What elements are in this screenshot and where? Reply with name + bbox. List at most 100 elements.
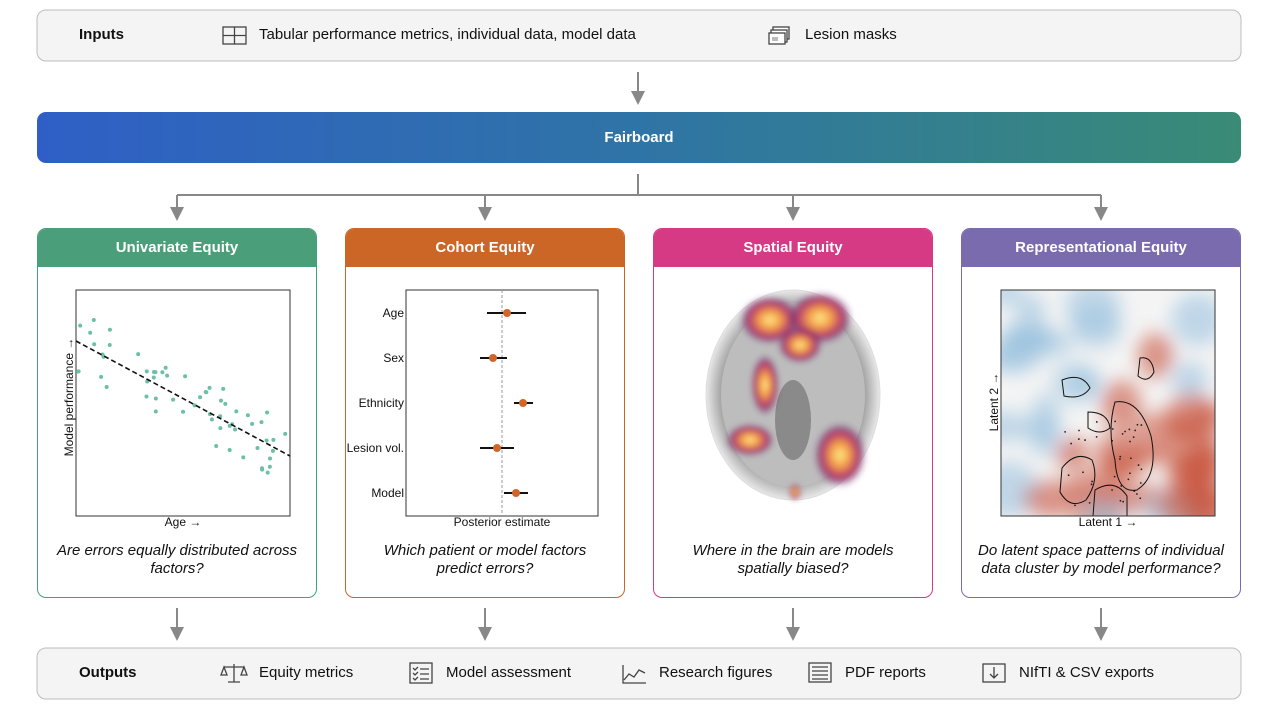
x-axis-label: Posterior estimate xyxy=(453,515,551,529)
latent-blob xyxy=(1066,470,1126,504)
latent-dot xyxy=(1064,430,1067,433)
scatter-dot xyxy=(160,370,165,375)
latent-blob xyxy=(1137,333,1174,379)
scatter-dot xyxy=(153,396,158,401)
latent-blob xyxy=(1023,479,1079,516)
scatter-dot xyxy=(209,417,214,422)
latent-dot xyxy=(1136,423,1139,426)
x-axis-label: Age → xyxy=(164,515,202,529)
scatter-dot xyxy=(265,410,270,415)
scatter-dot xyxy=(152,370,157,375)
estimates xyxy=(489,309,527,497)
scatter-dot xyxy=(107,327,112,332)
latent-blob xyxy=(1016,330,1074,358)
scatter-dot xyxy=(144,369,149,374)
latent-dot xyxy=(1095,421,1098,423)
scatter-dot xyxy=(88,330,93,335)
hub-label: Fairboard xyxy=(604,129,674,146)
latent-blob xyxy=(1170,450,1215,492)
category-label: Model xyxy=(371,486,404,500)
scatter-dot xyxy=(136,352,141,357)
latent-dot xyxy=(1067,474,1070,477)
latent-dot xyxy=(1132,436,1135,439)
latent-map xyxy=(1001,290,1215,516)
scatter-dot xyxy=(78,323,83,328)
scatter-dot xyxy=(245,413,250,418)
scatter-dot xyxy=(214,444,219,449)
latent-dot xyxy=(1127,478,1130,481)
module-question: Which patient or model factors predict e… xyxy=(383,542,587,577)
module-title: Representational Equity xyxy=(962,229,1240,267)
latent-dot xyxy=(1113,475,1116,478)
scatter-dot xyxy=(260,467,265,472)
latent-dot xyxy=(1129,440,1131,443)
module-question: Where in the brain are models spatially … xyxy=(692,542,894,577)
scatter-dot xyxy=(283,431,288,436)
latent-blob xyxy=(1055,436,1091,471)
plot-frame xyxy=(75,289,291,517)
latent-dot xyxy=(1119,458,1121,460)
scatter-dot xyxy=(255,445,260,450)
latent-blob xyxy=(1064,290,1121,333)
lesion-icon xyxy=(768,26,790,45)
scatter-dot xyxy=(268,456,273,461)
category-label: Ethnicity xyxy=(358,396,404,410)
scatter-dot xyxy=(181,409,186,414)
scatter-dot xyxy=(221,386,226,391)
scatter-dot xyxy=(100,352,105,357)
latent-dot xyxy=(1120,485,1123,487)
connectors xyxy=(170,174,1108,641)
scatter-points xyxy=(76,318,288,475)
scatter-dot xyxy=(234,409,239,414)
table-icon xyxy=(222,26,247,45)
latent-dot xyxy=(1095,435,1098,438)
scatter-dot xyxy=(151,375,156,380)
latent-blob xyxy=(1100,380,1142,429)
latent-blob xyxy=(1001,411,1035,442)
scatter-dot xyxy=(267,464,272,469)
category-label: Sex xyxy=(383,351,404,365)
latent-dot xyxy=(1134,429,1137,432)
module-question: Do latent space patterns of individual d… xyxy=(978,542,1224,577)
output-icons xyxy=(220,662,1006,684)
category-label: Lesion vol. xyxy=(346,441,404,455)
plot-frame xyxy=(1000,289,1216,517)
inputs-box xyxy=(36,9,1242,62)
scatter-dot xyxy=(198,395,203,400)
hub-bar xyxy=(37,112,1241,163)
scatter-dot xyxy=(219,398,224,403)
clusters xyxy=(1059,357,1155,517)
outputs-box xyxy=(36,647,1242,700)
latent-dot xyxy=(1088,501,1091,504)
latent-dot xyxy=(1121,433,1124,435)
scatter-dot xyxy=(264,438,269,443)
latent-dot xyxy=(1139,482,1142,484)
latent-dot xyxy=(1091,480,1093,483)
module-title: Spatial Equity xyxy=(654,229,932,267)
trend-line xyxy=(75,340,291,457)
scatter-dot xyxy=(271,437,276,442)
latent-dot xyxy=(1084,439,1086,441)
latent-blob xyxy=(1097,429,1148,477)
scatter-dot xyxy=(163,365,168,370)
scatter-dot xyxy=(171,397,176,402)
latent-blob xyxy=(1190,492,1215,516)
scatter-dot xyxy=(241,455,246,460)
latent-dot xyxy=(1139,497,1142,500)
scatter-dot xyxy=(153,409,158,414)
latent-dot xyxy=(1078,429,1080,432)
y-axis-label: Latent 2 → xyxy=(987,372,1001,432)
scatter-dot xyxy=(223,401,228,406)
latent-dot xyxy=(1129,457,1132,460)
scatter-dot xyxy=(99,374,104,379)
scatter-dot xyxy=(250,421,255,426)
latent-dot xyxy=(1119,499,1122,502)
latent-dot xyxy=(1128,428,1131,431)
latent-blob xyxy=(1014,294,1047,322)
latent-dot xyxy=(1111,428,1114,430)
module-title: Cohort Equity xyxy=(346,229,624,267)
latent-dot xyxy=(1074,504,1076,507)
output-item: Model assessment xyxy=(446,664,572,681)
scatter-dot xyxy=(165,373,170,378)
